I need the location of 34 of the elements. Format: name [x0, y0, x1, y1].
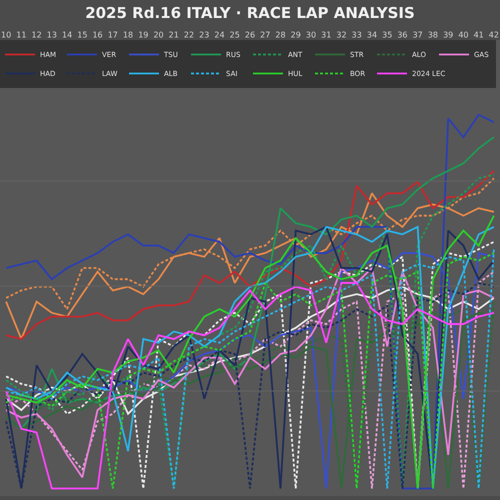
x-tick-label: 19: [138, 30, 148, 40]
x-tick-label: 10: [1, 30, 12, 40]
x-tick-label: 30: [306, 30, 316, 40]
x-tick-label: 28: [275, 30, 286, 40]
x-tick-label: 24: [214, 30, 225, 40]
x-tick-label: 15: [77, 30, 88, 40]
x-tick-label: 40: [458, 30, 469, 40]
chart-title: 2025 Rd.16 ITALY · RACE LAP ANALYSIS: [85, 4, 415, 22]
x-tick-label: 18: [122, 30, 134, 40]
x-tick-label: 36: [397, 30, 408, 40]
x-tick-label: 27: [260, 30, 270, 40]
x-tick-label: 38: [428, 30, 438, 40]
x-tick-label: 26: [244, 30, 256, 40]
x-tick-label: 17: [108, 30, 118, 40]
x-tick-label: 39: [443, 30, 454, 40]
x-tick-label: 35: [382, 30, 392, 40]
x-tick-label: 34: [366, 30, 378, 40]
x-tick-label: 29: [290, 30, 301, 40]
x-tick-label: 25: [230, 30, 240, 40]
x-tick-label: 37: [412, 30, 423, 40]
x-tick-label: 13: [46, 30, 57, 40]
x-tick-label: 33: [352, 30, 362, 40]
x-tick-label: 31: [321, 30, 332, 40]
x-tick-label: 22: [184, 30, 194, 40]
x-tick-label: 20: [153, 30, 164, 40]
x-tick-label: 21: [168, 30, 179, 40]
x-tick-label: 41: [474, 30, 484, 40]
x-tick-label: 12: [31, 30, 42, 40]
x-tick-label: 42: [488, 30, 499, 40]
x-tick-label: 14: [62, 30, 72, 40]
x-tick-label: 32: [336, 30, 347, 40]
x-tick-label: 16: [92, 30, 103, 40]
x-tick-label: 23: [199, 30, 210, 40]
x-tick-label: 11: [16, 30, 26, 40]
